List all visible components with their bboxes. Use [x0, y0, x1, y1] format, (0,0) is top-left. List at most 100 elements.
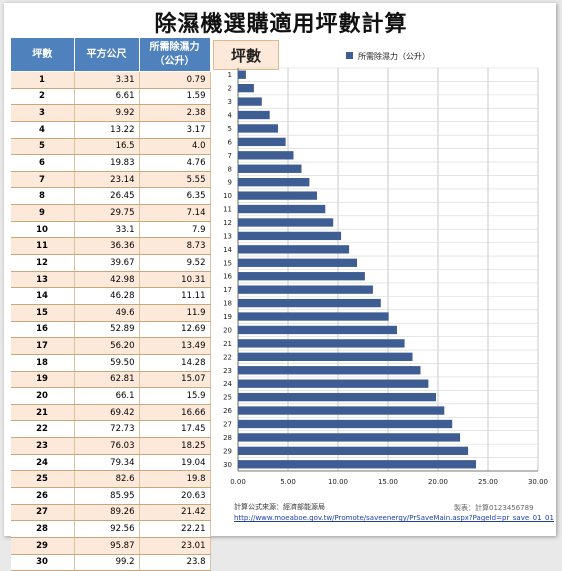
table-cell: 20: [10, 387, 75, 405]
table-cell: 59.50: [74, 354, 140, 372]
table-cell: 6: [10, 154, 75, 172]
y-tick-label: 1: [228, 71, 232, 79]
table-cell: 16.66: [139, 404, 211, 422]
table-row: 9 29.75 7.14: [10, 204, 211, 222]
table-cell: 13.49: [139, 337, 211, 355]
y-tick-label: 4: [228, 112, 233, 120]
y-tick-label: 28: [223, 434, 232, 442]
bar: [238, 70, 246, 79]
table-cell: 15.9: [139, 387, 211, 405]
table-cell: 18: [10, 354, 75, 372]
table-cell: 9.92: [74, 104, 140, 122]
table-cell: 16: [10, 321, 75, 339]
table-cell: 1.59: [139, 88, 211, 106]
table-row: 15 49.6 11.9: [10, 304, 211, 322]
table-cell: 49.6: [74, 304, 140, 322]
table-cell: 7.14: [139, 204, 211, 222]
table-cell: 15: [10, 304, 75, 322]
table-cell: 11.9: [139, 304, 211, 322]
bar: [238, 178, 310, 187]
y-tick-label: 9: [228, 179, 232, 187]
table-row: 10 33.1 7.9: [10, 221, 211, 239]
x-tick-label: 5.00: [280, 478, 296, 486]
y-tick-label: 24: [223, 380, 232, 388]
table-cell: 23.8: [139, 554, 211, 571]
table-row: 23 76.03 18.25: [10, 437, 211, 455]
bar: [238, 258, 357, 267]
y-tick-label: 18: [223, 300, 232, 308]
y-tick-label: 23: [223, 367, 232, 375]
y-tick-label: 22: [223, 353, 232, 361]
table-row: 1 3.31 0.79: [10, 71, 211, 89]
table-row: 2 6.61 1.59: [10, 88, 211, 106]
table-row: 21 69.42 16.66: [10, 404, 211, 422]
table-cell: 6.61: [74, 88, 140, 106]
bar: [238, 392, 436, 402]
source-link[interactable]: http://www.moeaboe.gov.tw/Promote/saveen…: [234, 514, 554, 522]
table-cell: 4.0: [139, 138, 211, 156]
y-tick-label: 11: [223, 206, 232, 214]
y-tick-label: 19: [223, 313, 232, 321]
table-cell: 10.31: [139, 271, 211, 289]
page-title: 除濕機選購適用坪數計算: [154, 12, 408, 37]
y-tick-label: 26: [223, 407, 232, 415]
table-cell: 14.28: [139, 354, 211, 372]
table-cell: 62.81: [74, 371, 140, 389]
table-row: 8 26.45 6.35: [10, 187, 211, 206]
y-tick-label: 12: [223, 219, 232, 227]
x-tick-label: 0.00: [230, 478, 246, 486]
table-cell: 3.31: [74, 71, 140, 89]
bar: [238, 460, 476, 469]
y-tick-label: 17: [223, 286, 232, 294]
y-tick-label: 27: [223, 420, 232, 428]
table-row: 16 52.89 12.69: [10, 321, 211, 339]
table-cell: 33.1: [74, 221, 140, 239]
table-cell: 12.69: [139, 321, 211, 339]
legend-swatch: [346, 52, 353, 59]
table-cell: 22: [10, 420, 75, 439]
table-cell: 56.20: [74, 337, 140, 355]
table-cell: 19: [10, 371, 75, 389]
y-tick-label: 16: [223, 273, 232, 281]
bar: [238, 298, 381, 308]
table-cell: 26.45: [74, 187, 140, 206]
table-row: 11 36.36 8.73: [10, 237, 211, 256]
table-row: 17 56.20 13.49: [10, 337, 211, 355]
bar: [238, 151, 294, 160]
bar: [238, 325, 397, 335]
table-cell: 7: [10, 171, 75, 189]
x-tick-label: 15.00: [378, 478, 398, 486]
bar: [238, 406, 445, 415]
table-cell: 29.75: [74, 204, 140, 222]
table-cell: 76.03: [74, 437, 140, 455]
table-cell: 14: [10, 287, 75, 305]
y-tick-label: 5: [228, 125, 232, 133]
table-row: 3 9.92 2.38: [10, 104, 211, 122]
table-cell: 15.07: [139, 371, 211, 389]
table-cell: 3.17: [139, 121, 211, 139]
data-table: 坪數 平方公尺 所需除濕力 （公升） 1 3.31 0.79 2 6.61 1.59 3 9.92…: [10, 37, 211, 571]
table-cell: 39.67: [74, 254, 140, 272]
x-tick-label: 10.00: [328, 478, 348, 486]
table-header-1: 平方公尺: [73, 37, 140, 72]
table-cell: 17.45: [139, 420, 211, 439]
x-tick-label: 30.00: [528, 478, 548, 486]
table-cell: 22.21: [139, 520, 211, 538]
table-cell: 21: [10, 404, 75, 422]
table-cell: 52.89: [74, 321, 140, 339]
table-cell: 29: [10, 537, 75, 555]
bar: [238, 419, 453, 429]
table-cell: 92.56: [74, 520, 140, 538]
table-cell: 21.42: [139, 504, 211, 522]
bar: [238, 231, 342, 241]
y-tick-label: 30: [223, 461, 232, 469]
table-cell: 42.98: [74, 271, 140, 289]
bar: [238, 204, 326, 214]
x-tick-label: 25.00: [478, 478, 498, 486]
bar: [238, 110, 270, 120]
table-row: 18 59.50 14.28: [10, 354, 211, 372]
table-row: 5 16.5 4.0: [10, 138, 211, 156]
table-row: 7 23.14 5.55: [10, 171, 211, 189]
y-tick-label: 10: [223, 192, 232, 200]
y-tick-label: 20: [223, 326, 232, 334]
